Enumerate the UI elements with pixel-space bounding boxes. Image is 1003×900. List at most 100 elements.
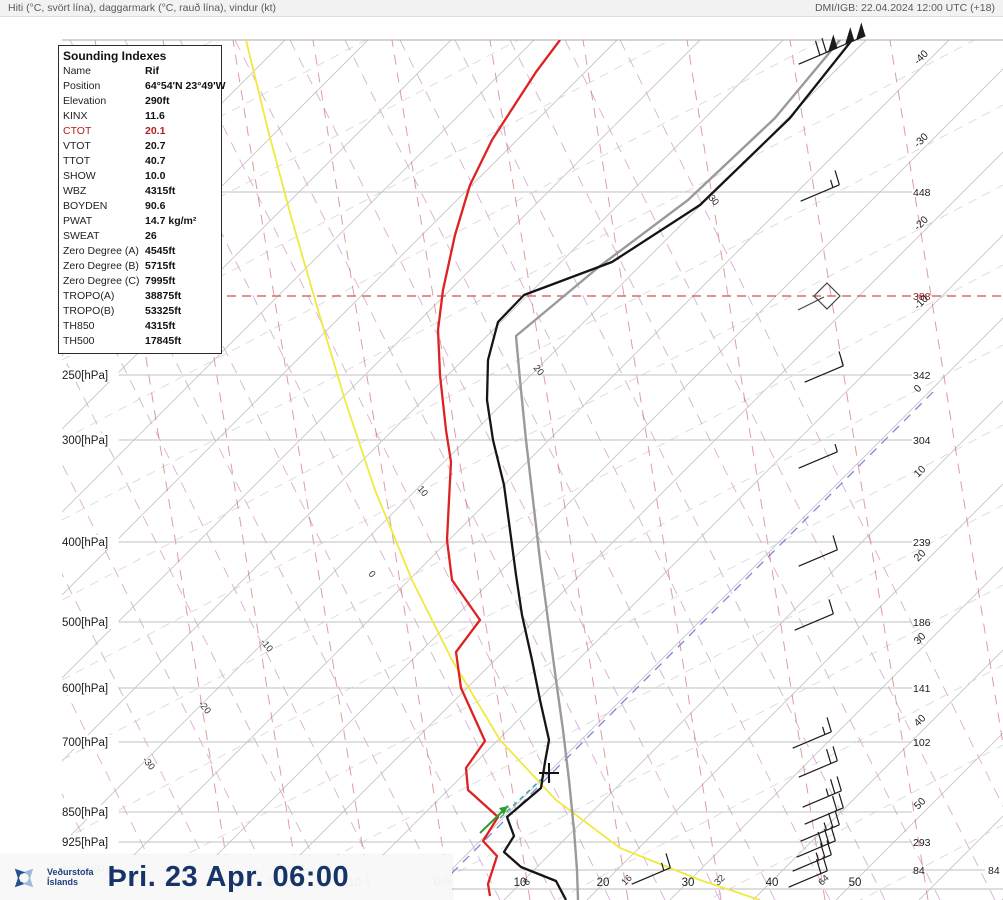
index-row: BOYDEN 90.6 bbox=[63, 199, 221, 214]
height-label: 84 bbox=[913, 865, 925, 877]
pressure-label: 250[hPa] bbox=[62, 370, 108, 382]
temp-axis-label: 10 bbox=[514, 877, 527, 889]
index-label: TROPO(A) bbox=[63, 290, 115, 302]
index-value: 20.7 bbox=[145, 140, 166, 152]
blue-dashed-line bbox=[435, 391, 934, 890]
index-label: Zero Degree (A) bbox=[63, 245, 139, 257]
index-label: PWAT bbox=[63, 215, 93, 227]
index-row: KINX 11.6 bbox=[63, 109, 221, 124]
panel-title: Sounding Indexes bbox=[63, 49, 167, 63]
green-arrow-head bbox=[499, 806, 508, 815]
sounding-indexes-panel: Sounding Indexes Name Rif Position 64°54'N … bbox=[58, 45, 226, 354]
index-label: Zero Degree (C) bbox=[63, 275, 140, 287]
pressure-levels: 448 388 250[hPa] 342 300[hPa] 304 400[hPa] 239 5… bbox=[61, 187, 1003, 877]
index-rows: Name Rif Position 64°54'N 23°49'W Elevation 2… bbox=[63, 64, 226, 349]
isotherm-right-label: -30 bbox=[912, 131, 931, 150]
index-value: 4315ft bbox=[145, 185, 176, 197]
theta-label: -30 bbox=[140, 755, 157, 773]
index-label: Name bbox=[63, 65, 92, 77]
index-value: 4315ft bbox=[145, 320, 176, 332]
wind-barb-icon bbox=[800, 810, 840, 842]
teal-dashed-line bbox=[499, 771, 550, 819]
pressure-label: 500[hPa] bbox=[62, 617, 108, 629]
pressure-label: 850[hPa] bbox=[62, 807, 108, 819]
temperature-line bbox=[485, 40, 853, 900]
index-row: PWAT 14.7 kg/m² bbox=[63, 214, 221, 229]
index-row: SHOW 10.0 bbox=[63, 169, 221, 184]
wind-barb-icon bbox=[792, 717, 832, 749]
height-label: 342 bbox=[913, 370, 931, 382]
yellow-reference-line bbox=[245, 40, 761, 900]
mixing-ratio-label: 16 bbox=[619, 873, 634, 888]
index-label: KINX bbox=[63, 110, 88, 122]
index-value: 38875ft bbox=[145, 290, 182, 302]
index-value: 64°54'N 23°49'W bbox=[145, 80, 226, 92]
wind-barb-icon bbox=[788, 856, 828, 888]
index-value: 26 bbox=[145, 230, 157, 242]
wind-barb-icon bbox=[798, 34, 838, 65]
index-value: 7995ft bbox=[145, 275, 176, 287]
theta-label: 0 bbox=[366, 569, 378, 580]
theta-label: 10 bbox=[415, 484, 430, 499]
height-label: 239 bbox=[913, 537, 931, 549]
index-row: Position 64°54'N 23°49'W bbox=[63, 79, 226, 94]
height-label: 186 bbox=[913, 617, 931, 629]
mixing-ratio-label: 64 bbox=[816, 873, 831, 888]
index-row: TH850 4315ft bbox=[63, 319, 221, 334]
wind-barb-icon bbox=[804, 351, 844, 383]
dewpoint-line bbox=[436, 40, 561, 897]
index-row: VTOT 20.7 bbox=[63, 139, 221, 154]
wind-barbs bbox=[631, 22, 866, 888]
mixing-ratio-label: 8 bbox=[521, 877, 533, 889]
temp-axis-label: 30 bbox=[682, 877, 695, 889]
index-value: 53325ft bbox=[145, 305, 182, 317]
height-label: 304 bbox=[913, 435, 931, 447]
index-value: 20.1 bbox=[145, 125, 166, 137]
index-label: Position bbox=[63, 80, 101, 92]
index-label: TH500 bbox=[63, 335, 95, 347]
index-label: BOYDEN bbox=[63, 200, 108, 212]
index-label: TH850 bbox=[63, 320, 95, 332]
index-value: 11.6 bbox=[145, 110, 165, 122]
index-row: WBZ 4315ft bbox=[63, 184, 221, 199]
temp-axis-label: 20 bbox=[597, 877, 610, 889]
index-label: TTOT bbox=[63, 155, 91, 167]
index-label: Elevation bbox=[63, 95, 107, 107]
wind-barb-icon bbox=[798, 535, 838, 567]
height-label: 388 bbox=[913, 291, 931, 303]
height-label: 141 bbox=[913, 683, 931, 695]
theta-label: -20 bbox=[196, 699, 213, 717]
index-label: SWEAT bbox=[63, 230, 100, 242]
index-value: 17845ft bbox=[145, 335, 182, 347]
isotherm-right-label: -20 bbox=[912, 214, 931, 233]
pressure-label: 600[hPa] bbox=[62, 683, 108, 695]
index-label: TROPO(B) bbox=[63, 305, 115, 317]
pressure-label: 400[hPa] bbox=[62, 537, 108, 549]
model-run-text: DMI/IGB: 22.04.2024 12:00 UTC (+18) bbox=[814, 2, 995, 14]
valid-time-overlay: Veðurstofa Íslands Þri. 23 Apr. 06:00 bbox=[0, 855, 452, 900]
temp-axis-label: 50 bbox=[849, 877, 862, 889]
height-label: 293 bbox=[913, 837, 931, 849]
wind-barb-icon bbox=[798, 746, 838, 778]
index-row: TROPO(A) 38875ft bbox=[63, 289, 221, 304]
index-value: 4545ft bbox=[145, 245, 176, 257]
index-row: Zero Degree (B) 5715ft bbox=[63, 259, 221, 274]
index-value: 290ft bbox=[145, 95, 170, 107]
isotherm-right-label: 0 bbox=[912, 382, 925, 395]
wind-barb-icon bbox=[802, 776, 842, 808]
index-row: CTOT 20.1 bbox=[63, 124, 221, 139]
tropopause-diamond-icon bbox=[813, 282, 841, 310]
index-label: SHOW bbox=[63, 170, 96, 182]
index-row: Elevation 290ft bbox=[63, 94, 221, 109]
index-value: 40.7 bbox=[145, 155, 166, 167]
bottom-temp-labels: -20-10010203040500.512481632643020100-10… bbox=[140, 193, 862, 889]
index-row: TROPO(B) 53325ft bbox=[63, 304, 221, 319]
wind-barb-icon bbox=[792, 840, 832, 872]
wind-barb-icon bbox=[804, 793, 844, 825]
wind-barb-icon bbox=[800, 170, 840, 202]
chart-legend-text: Hiti (°C, svört lína), daggarmark (°C, r… bbox=[8, 2, 277, 14]
wind-barb-icon bbox=[631, 853, 671, 885]
theta-label: 30 bbox=[706, 193, 721, 208]
wind-barb-icon bbox=[794, 599, 834, 631]
vedurstofa-logo-icon bbox=[14, 868, 34, 887]
